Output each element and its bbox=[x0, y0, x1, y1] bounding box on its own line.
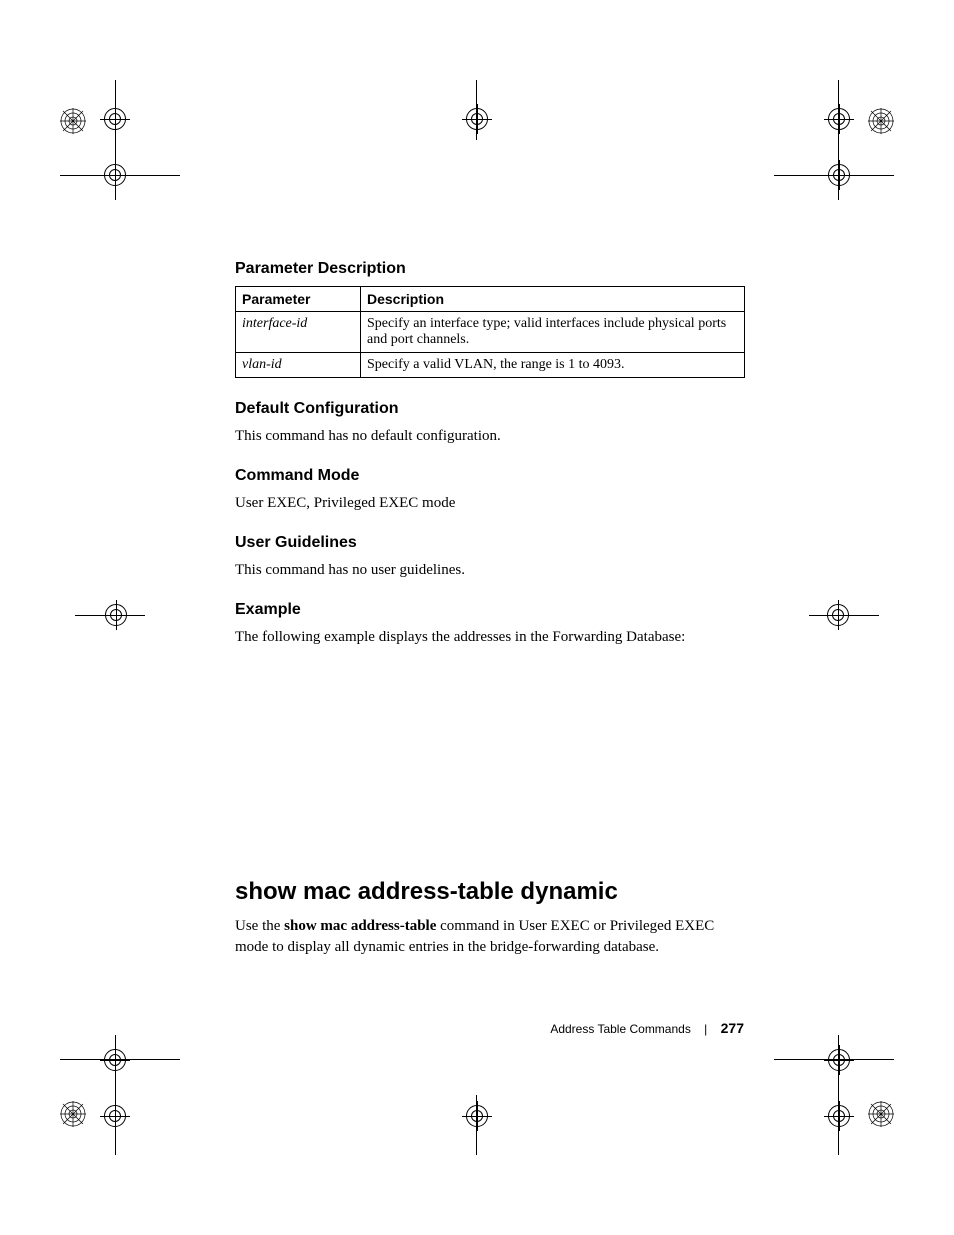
command-desc-bold: show mac address-table bbox=[284, 918, 436, 934]
crop-mark-bottom-left bbox=[60, 1065, 150, 1155]
param-desc-cell: Specify an interface type; valid interfa… bbox=[361, 312, 745, 353]
command-title: show mac address-table dynamic bbox=[235, 878, 745, 906]
content-area: Parameter Description Parameter Descript… bbox=[235, 260, 745, 978]
crop-mark-top-left bbox=[60, 80, 150, 170]
table-header-description: Description bbox=[361, 287, 745, 312]
text-example: The following example displays the addre… bbox=[235, 627, 745, 648]
text-user-guidelines: This command has no user guidelines. bbox=[235, 560, 745, 581]
crop-mark-bottom-center bbox=[457, 1095, 497, 1155]
heading-parameter-description: Parameter Description bbox=[235, 260, 745, 278]
crop-mark-right bbox=[819, 595, 879, 655]
crop-mark-left bbox=[75, 595, 135, 655]
parameter-table: Parameter Description interface-id Speci… bbox=[235, 286, 745, 378]
crop-mark-bottom-right bbox=[804, 1065, 894, 1155]
table-row: vlan-id Specify a valid VLAN, the range … bbox=[236, 353, 745, 378]
footer-chapter: Address Table Commands bbox=[550, 1022, 691, 1036]
param-name-cell: vlan-id bbox=[236, 353, 361, 378]
text-default-configuration: This command has no default configuratio… bbox=[235, 426, 745, 447]
heading-command-mode: Command Mode bbox=[235, 467, 745, 485]
footer-separator: | bbox=[704, 1022, 707, 1036]
command-description: Use the show mac address-table command i… bbox=[235, 916, 745, 958]
page-footer: Address Table Commands | 277 bbox=[550, 1020, 744, 1036]
crop-mark-top-center bbox=[457, 80, 497, 140]
footer-page-number: 277 bbox=[721, 1020, 744, 1036]
text-command-mode: User EXEC, Privileged EXEC mode bbox=[235, 493, 745, 514]
command-desc-prefix: Use the bbox=[235, 918, 284, 934]
crop-mark-top-right bbox=[804, 80, 894, 170]
table-header-parameter: Parameter bbox=[236, 287, 361, 312]
page: Parameter Description Parameter Descript… bbox=[0, 0, 954, 1235]
heading-example: Example bbox=[235, 601, 745, 619]
table-row: interface-id Specify an interface type; … bbox=[236, 312, 745, 353]
param-desc-cell: Specify a valid VLAN, the range is 1 to … bbox=[361, 353, 745, 378]
heading-user-guidelines: User Guidelines bbox=[235, 534, 745, 552]
param-name-cell: interface-id bbox=[236, 312, 361, 353]
heading-default-configuration: Default Configuration bbox=[235, 400, 745, 418]
